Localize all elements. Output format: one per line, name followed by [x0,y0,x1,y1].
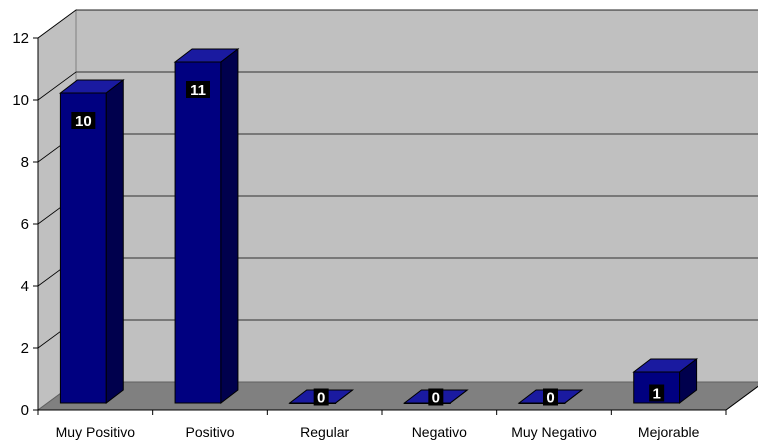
data-label: 0 [317,390,325,407]
data-label: 0 [432,390,440,407]
data-label-bg [71,112,96,129]
y-tick-label: 10 [12,92,29,109]
bar-front [59,92,107,404]
data-label: 11 [190,82,206,99]
bar-side [105,78,124,405]
gridline [37,71,758,101]
y-tick-label: 2 [21,340,29,357]
data-label-bg [649,384,665,402]
bar-mejorable [632,357,699,405]
bar-side [220,47,239,405]
y-tick-label: 4 [21,278,29,295]
bar-positivo [173,47,240,405]
x-category-label: Mejorable [638,424,700,440]
y-tick-label: 0 [21,402,29,419]
data-label: 0 [546,390,554,407]
bar-side [564,389,583,404]
x-category-label: Muy Negativo [511,424,597,440]
y-tick-label: 12 [12,30,29,47]
bars [58,47,699,405]
bar-muy-positivo [58,78,125,405]
data-label-bg [428,388,444,406]
bar-side [679,357,698,405]
y-tick-label: 6 [21,216,29,233]
x-category-label: Regular [300,424,349,440]
data-label: 1 [652,386,660,403]
bar-front [174,61,222,404]
data-label-bg [313,388,329,406]
x-category-label: Negativo [412,424,467,440]
y-tick-label: 8 [21,154,29,171]
bar-side [335,389,353,404]
bar-side [449,389,468,404]
gridline [37,9,758,39]
x-category-label: Positivo [185,424,234,440]
data-label: 10 [75,113,92,130]
data-label-bg [543,388,558,406]
x-category-label: Muy Positivo [56,424,136,440]
data-label-bg [186,81,210,98]
chart-walls [37,9,758,411]
